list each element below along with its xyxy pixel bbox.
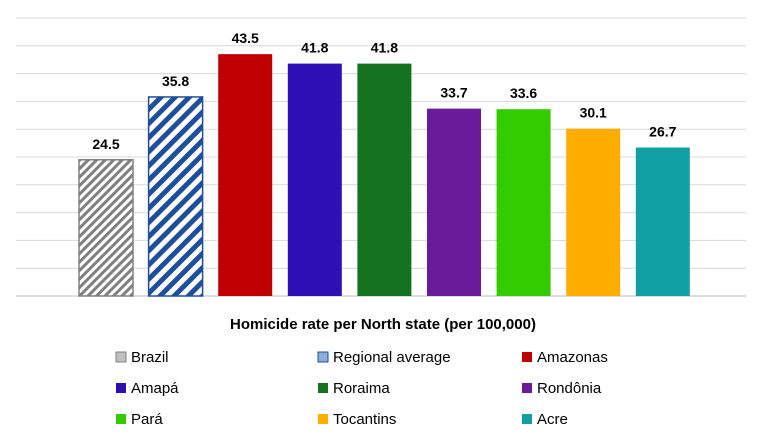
data-labels: 24.5 35.8 43.5 41.8 41.8 33.7 33.6 30.1 26.7 (92, 30, 676, 152)
legend-swatch (116, 383, 126, 393)
legend-label: Amapá (131, 380, 179, 397)
data-label: 33.6 (510, 85, 537, 101)
bar-tocantins (566, 128, 621, 296)
legend-label: Acre (537, 411, 568, 428)
legend-label: Rondônia (537, 380, 602, 397)
legend-swatch (522, 414, 532, 424)
legend-label: Brazil (131, 349, 169, 366)
legend-label: Tocantins (333, 411, 396, 428)
bar-amazonas (218, 54, 273, 296)
data-label: 43.5 (232, 30, 259, 46)
bar-par- (496, 109, 551, 297)
data-label: 41.8 (301, 40, 328, 56)
legend-swatch (522, 383, 532, 393)
legend-label: Regional average (333, 349, 451, 366)
legend: Brazil Regional average Amazonas Amapá Rorai… (115, 349, 608, 428)
data-label: 35.8 (162, 73, 189, 89)
legend-label: Amazonas (537, 349, 608, 366)
bar-acre (635, 147, 690, 296)
legend-swatch (318, 414, 328, 424)
data-label: 30.1 (580, 105, 607, 121)
legend-swatch (115, 351, 127, 363)
legend-label: Roraima (333, 380, 390, 397)
data-label: 33.7 (440, 85, 467, 101)
legend-swatch (116, 414, 126, 424)
legend-swatch (318, 383, 328, 393)
data-label: 26.7 (649, 124, 676, 140)
legend-swatch (522, 352, 532, 362)
data-label: 24.5 (92, 136, 119, 152)
bar-regional-average (147, 96, 204, 297)
bar-brazil (78, 159, 134, 297)
x-axis-title: Homicide rate per North state (per 100,0… (230, 316, 536, 333)
legend-label: Pará (131, 411, 163, 428)
data-label: 41.8 (371, 40, 398, 56)
bars (78, 54, 690, 297)
bar-roraima (357, 63, 412, 297)
legend-swatch (317, 351, 329, 363)
bar-amap- (287, 63, 342, 297)
bar-rond-nia (427, 108, 481, 297)
